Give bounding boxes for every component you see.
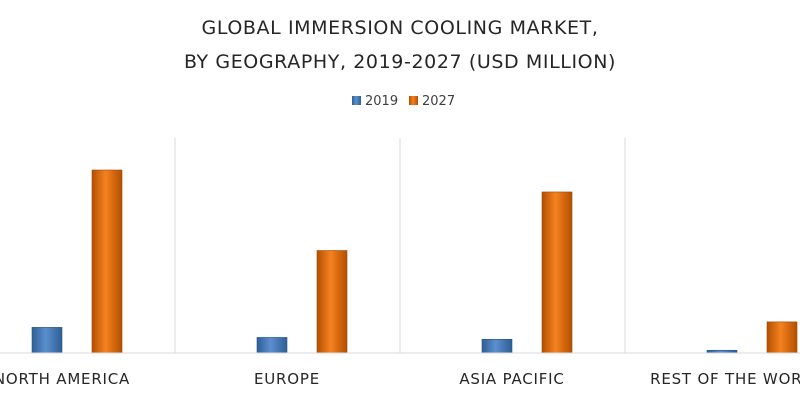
bar-2027-north-america [91, 169, 123, 354]
bar-2019-north-america [31, 327, 63, 354]
bars [31, 169, 798, 354]
legend: 2019 2027 [352, 94, 455, 109]
chart-title-line-1: GLOBAL IMMERSION COOLING MARKET, [202, 17, 599, 39]
category-label: ASIA PACIFIC [459, 370, 564, 388]
legend-swatch-2019 [352, 96, 361, 105]
category-separators [174, 138, 626, 353]
legend-label-2027: 2027 [422, 94, 455, 109]
category-label: EUROPE [254, 370, 320, 388]
category-label: NORTH AMERICA [0, 370, 130, 388]
legend-label-2019: 2019 [365, 94, 398, 109]
bar-2027-rest-of-the-world [766, 321, 798, 354]
category-label: REST OF THE WORLD [650, 370, 800, 388]
bar-2019-europe [256, 337, 288, 354]
chart-title-line-2: BY GEOGRAPHY, 2019-2027 (USD MILLION) [184, 51, 616, 73]
bar-2019-asia-pacific [481, 338, 513, 354]
bar-2027-asia-pacific [541, 191, 573, 354]
legend-swatch-2027 [409, 96, 418, 105]
category-labels: NORTH AMERICA EUROPE ASIA PACIFIC REST OF T… [0, 370, 800, 388]
bar-2027-europe [316, 250, 348, 354]
